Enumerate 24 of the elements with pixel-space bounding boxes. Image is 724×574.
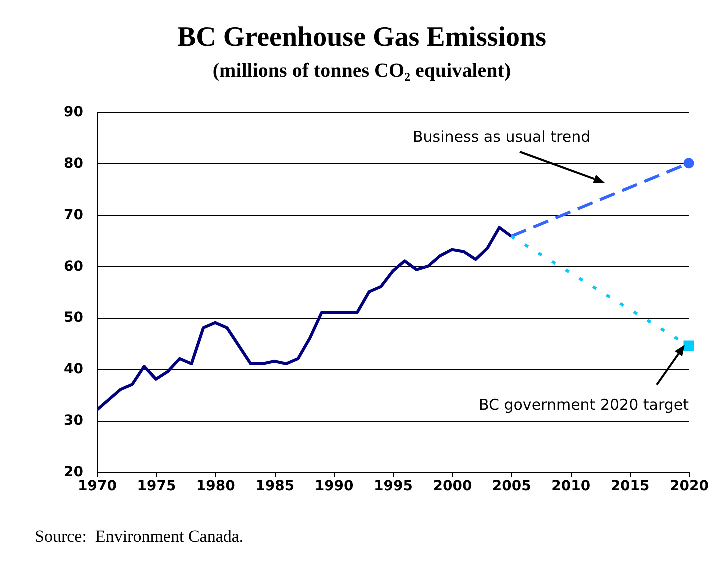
y-tick-label: 30 xyxy=(64,413,84,430)
x-tick-label: 1995 xyxy=(374,478,413,494)
x-tick-label: 2020 xyxy=(670,478,710,494)
annotation: BC government 2020 target xyxy=(478,396,689,414)
chart-subtitle: (millions of tonnes CO₂ equivalent) xyxy=(212,60,512,83)
y-tick-label: 60 xyxy=(64,258,84,275)
x-tick-label: 1975 xyxy=(137,478,176,494)
annotation: Business as usual trend xyxy=(413,128,591,146)
chart-title: BC Greenhouse Gas Emissions xyxy=(176,22,548,54)
y-tick-label: 70 xyxy=(64,207,84,224)
y-tick-label: 80 xyxy=(64,156,84,172)
x-tick-label: 2005 xyxy=(492,478,532,494)
x-tick-label: 1980 xyxy=(196,478,236,494)
y-tick-label: 40 xyxy=(64,362,84,378)
x-tick-label: 1985 xyxy=(256,478,295,494)
x-tick-label: 1970 xyxy=(78,478,118,494)
y-tick-label: 90 xyxy=(64,104,84,120)
x-tick-label: 1990 xyxy=(314,478,354,494)
y-tick-label: 50 xyxy=(64,310,84,326)
x-tick-label: 2015 xyxy=(610,478,650,494)
y-tick-label: 20 xyxy=(64,464,84,480)
x-tick-label: 2010 xyxy=(552,478,591,494)
x-tick-label: 2000 xyxy=(433,478,472,494)
source-note: Source: Environment Canada. xyxy=(35,527,244,547)
